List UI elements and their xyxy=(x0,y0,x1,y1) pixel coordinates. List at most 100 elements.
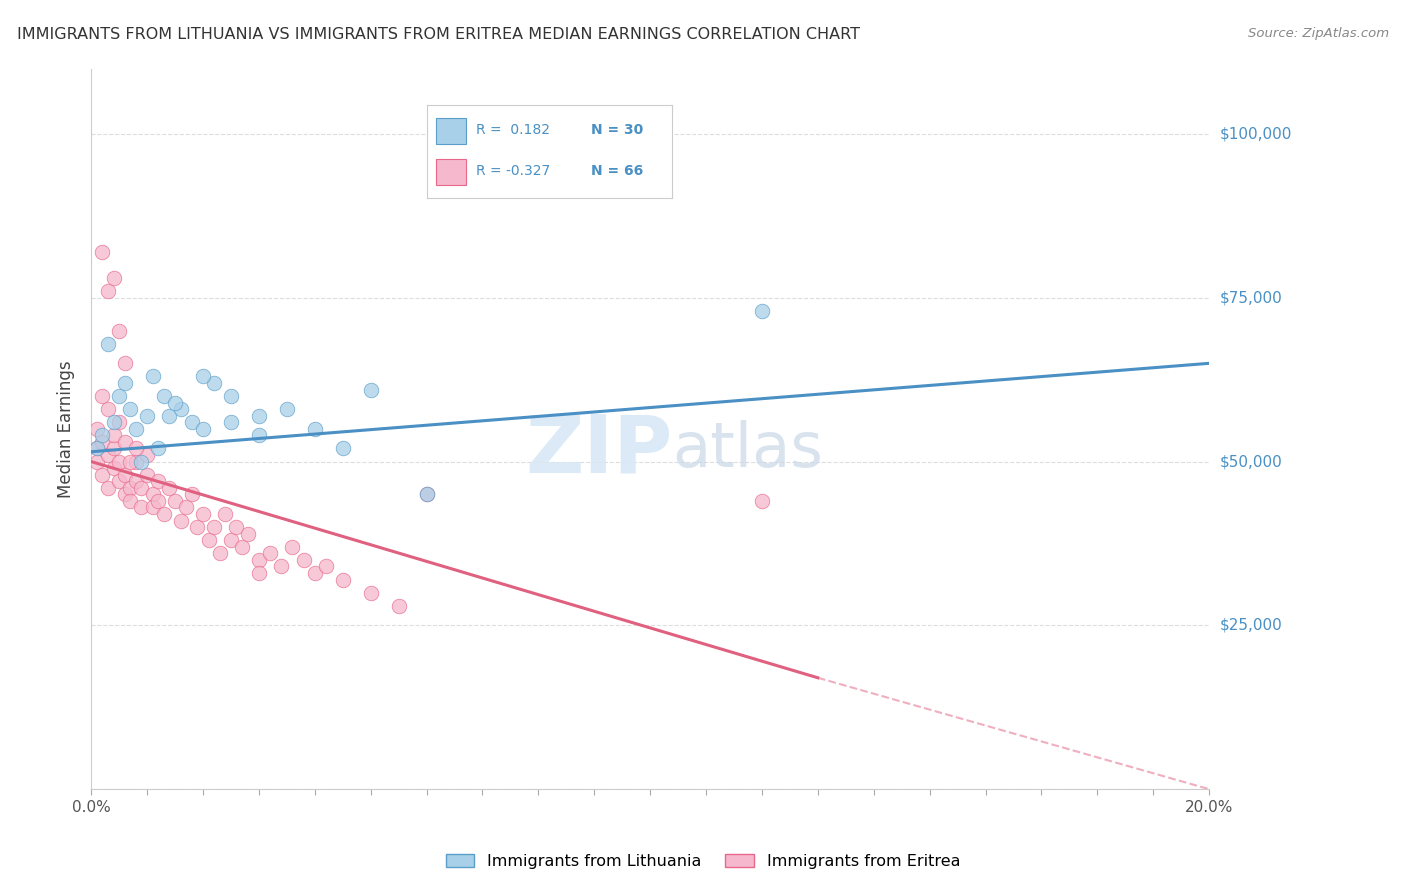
Point xyxy=(103,415,125,429)
Point xyxy=(751,304,773,318)
Point xyxy=(103,442,125,456)
Point xyxy=(114,376,136,390)
Point xyxy=(281,540,304,554)
Text: $50,000: $50,000 xyxy=(1220,454,1282,469)
Point xyxy=(163,395,186,409)
Point xyxy=(174,500,197,515)
Point xyxy=(276,402,298,417)
Text: $25,000: $25,000 xyxy=(1220,618,1282,632)
Point xyxy=(169,514,191,528)
Point xyxy=(103,428,125,442)
Point xyxy=(97,402,120,417)
Point xyxy=(236,526,259,541)
Point xyxy=(157,481,180,495)
Legend: Immigrants from Lithuania, Immigrants from Eritrea: Immigrants from Lithuania, Immigrants fr… xyxy=(439,847,967,875)
Point xyxy=(91,467,114,482)
Point xyxy=(97,336,120,351)
Point xyxy=(142,369,165,384)
Text: $75,000: $75,000 xyxy=(1220,290,1282,305)
Point xyxy=(163,494,186,508)
Point xyxy=(247,566,270,580)
Point xyxy=(197,533,219,548)
Point xyxy=(125,475,148,489)
Point xyxy=(180,415,202,429)
Point xyxy=(148,475,170,489)
Point xyxy=(360,585,382,599)
Point xyxy=(86,454,108,468)
Point xyxy=(153,507,176,521)
Point xyxy=(97,285,120,299)
Point xyxy=(114,356,136,370)
Point xyxy=(86,442,108,456)
Point xyxy=(108,324,131,338)
Point xyxy=(108,454,131,468)
Point xyxy=(120,494,142,508)
Point xyxy=(114,487,136,501)
Point xyxy=(387,599,409,613)
Point xyxy=(131,454,153,468)
Point xyxy=(114,467,136,482)
Point xyxy=(191,507,214,521)
Point xyxy=(191,369,214,384)
Point xyxy=(91,428,114,442)
Text: IMMIGRANTS FROM LITHUANIA VS IMMIGRANTS FROM ERITREA MEDIAN EARNINGS CORRELATION: IMMIGRANTS FROM LITHUANIA VS IMMIGRANTS … xyxy=(17,27,860,42)
Point xyxy=(202,520,225,534)
Point xyxy=(142,500,165,515)
Point xyxy=(86,442,108,456)
Point xyxy=(292,553,315,567)
Point xyxy=(120,454,142,468)
Point xyxy=(214,507,236,521)
Point xyxy=(108,389,131,403)
Point xyxy=(202,376,225,390)
Point xyxy=(131,481,153,495)
Point xyxy=(91,389,114,403)
Point xyxy=(304,566,326,580)
Point xyxy=(191,422,214,436)
Point xyxy=(219,389,242,403)
Point xyxy=(332,573,354,587)
Point xyxy=(186,520,208,534)
Text: ZIP: ZIP xyxy=(526,411,672,490)
Point xyxy=(169,402,191,417)
Point xyxy=(125,422,148,436)
Point xyxy=(136,409,159,423)
Point xyxy=(120,402,142,417)
Point xyxy=(91,244,114,259)
Point xyxy=(97,448,120,462)
Point xyxy=(751,494,773,508)
Y-axis label: Median Earnings: Median Earnings xyxy=(58,360,75,498)
Point xyxy=(148,494,170,508)
Point xyxy=(360,383,382,397)
Text: atlas: atlas xyxy=(672,420,824,481)
Point xyxy=(180,487,202,501)
Text: Source: ZipAtlas.com: Source: ZipAtlas.com xyxy=(1249,27,1389,40)
Point xyxy=(86,422,108,436)
Point xyxy=(332,442,354,456)
Point xyxy=(120,481,142,495)
Point xyxy=(153,389,176,403)
Point xyxy=(103,461,125,475)
Point xyxy=(131,500,153,515)
Point xyxy=(219,533,242,548)
Point xyxy=(315,559,337,574)
Point xyxy=(157,409,180,423)
Point xyxy=(225,520,247,534)
Point xyxy=(125,454,148,468)
Point xyxy=(208,546,231,560)
Point xyxy=(148,442,170,456)
Point xyxy=(415,487,437,501)
Point xyxy=(415,487,437,501)
Point xyxy=(219,415,242,429)
Point xyxy=(247,409,270,423)
Text: $100,000: $100,000 xyxy=(1220,127,1292,142)
Point xyxy=(259,546,281,560)
Point xyxy=(108,415,131,429)
Point xyxy=(231,540,253,554)
Point xyxy=(136,448,159,462)
Point xyxy=(114,434,136,449)
Point xyxy=(108,475,131,489)
Point xyxy=(91,434,114,449)
Point xyxy=(247,553,270,567)
Point xyxy=(136,467,159,482)
Point xyxy=(125,442,148,456)
